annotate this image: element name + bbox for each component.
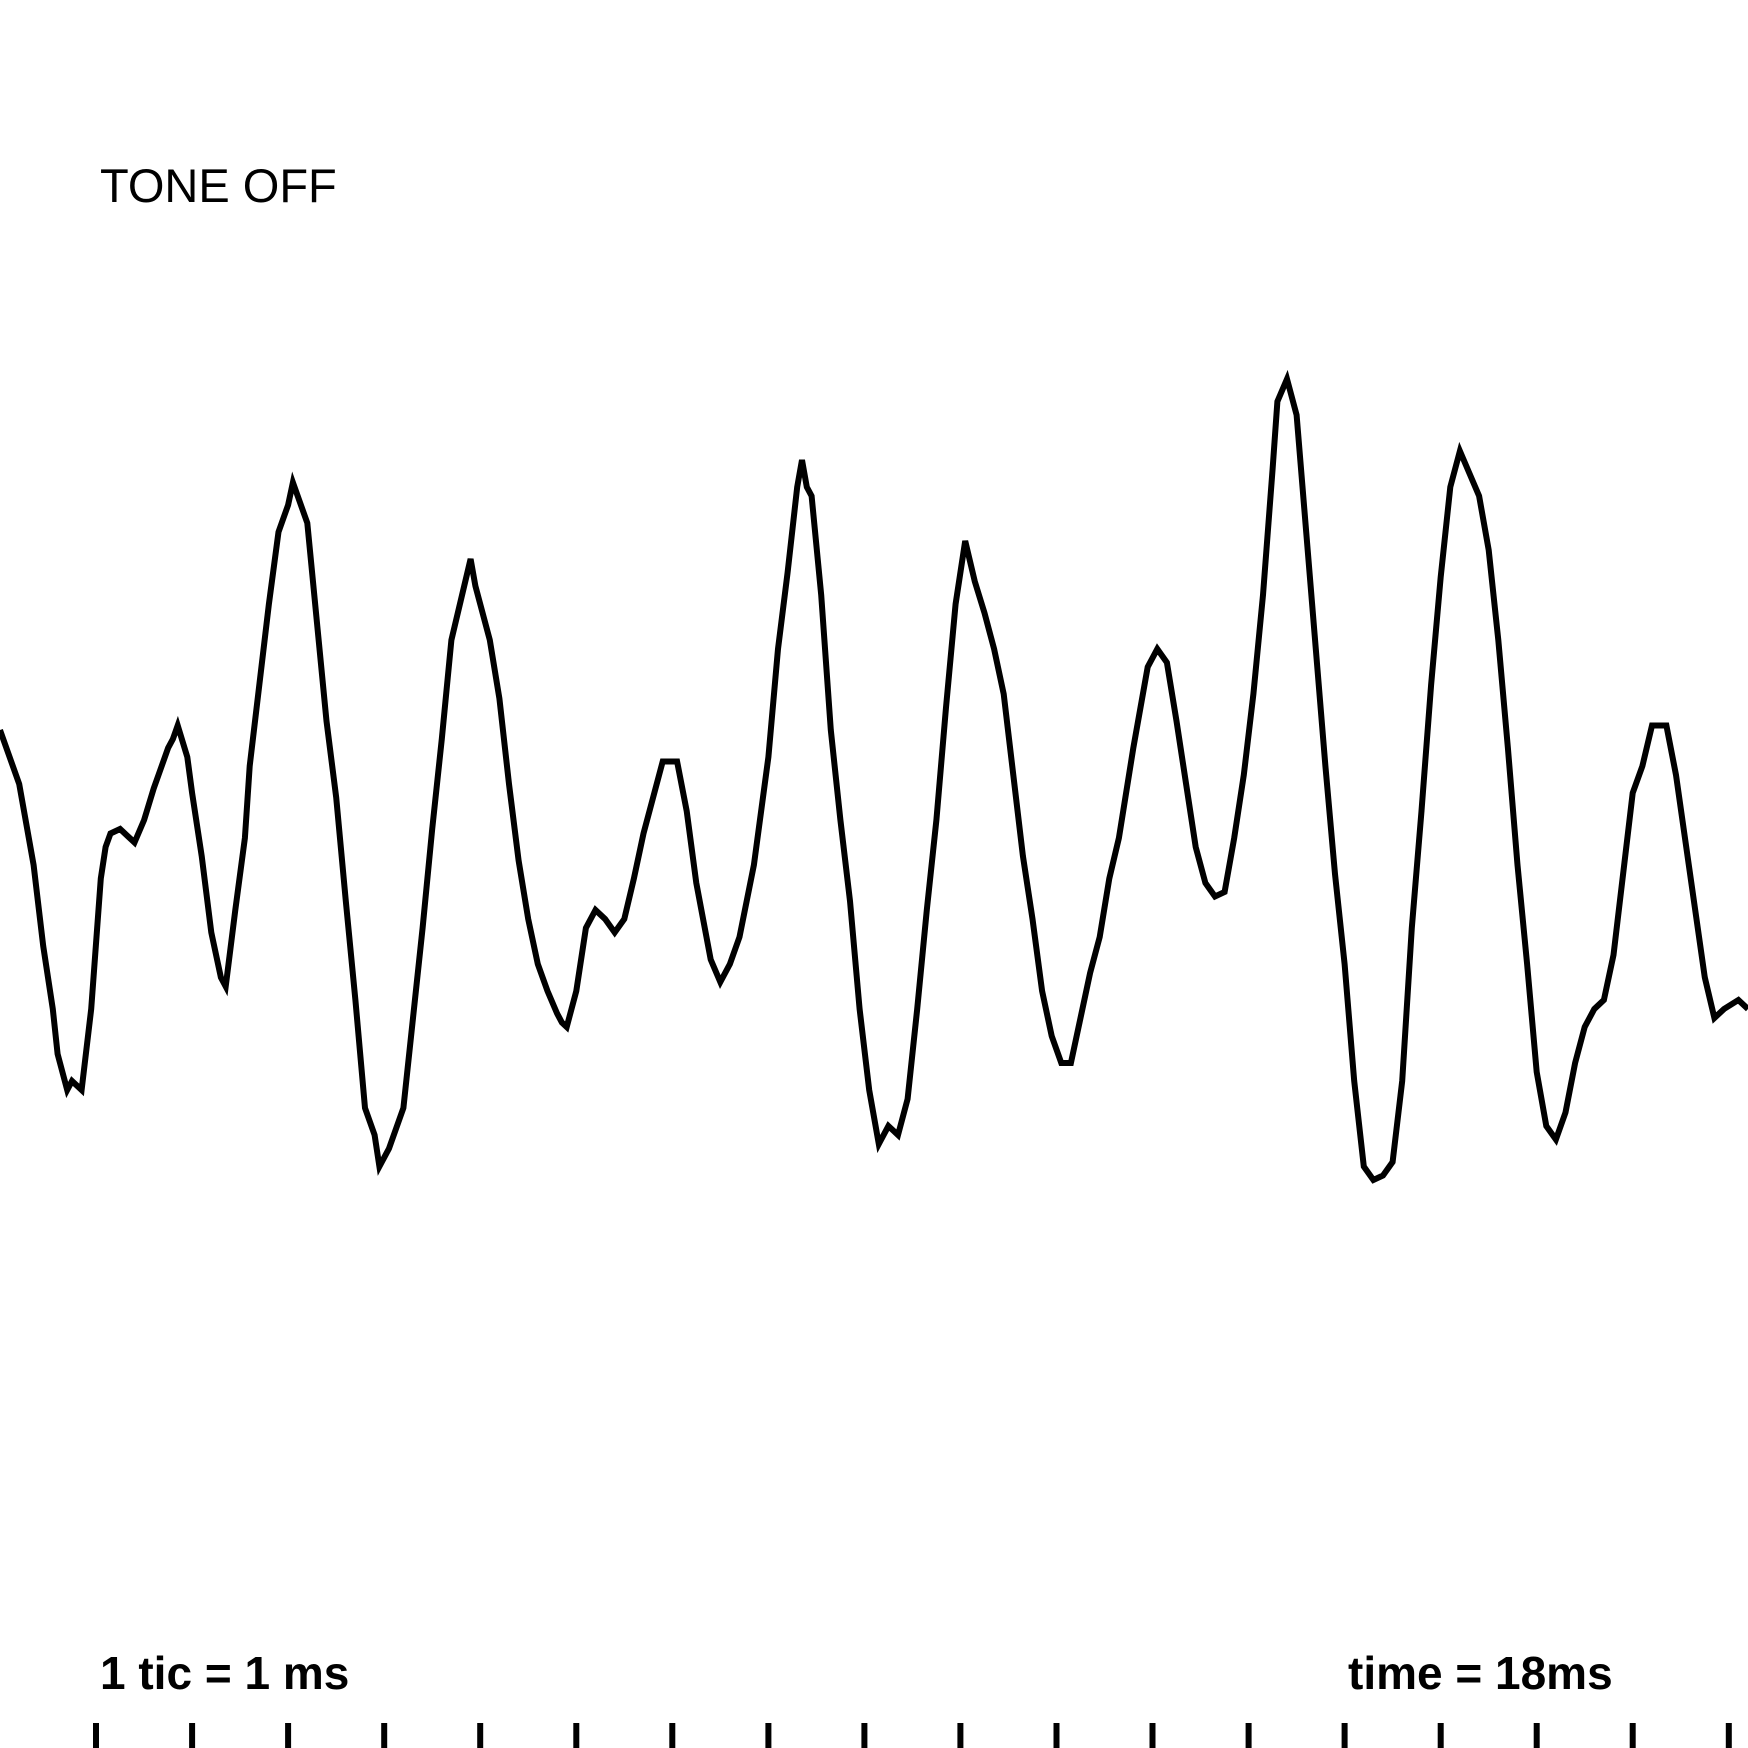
tick-scale-label: 1 tic = 1 ms xyxy=(100,1647,350,1699)
waveform-trace-group xyxy=(0,369,1748,1184)
waveform-line-0 xyxy=(0,369,1748,1184)
elapsed-time-label: time = 18ms xyxy=(1348,1647,1613,1699)
time-axis-ticks xyxy=(93,1723,1732,1748)
tone-status-label: TONE OFF xyxy=(100,159,337,212)
